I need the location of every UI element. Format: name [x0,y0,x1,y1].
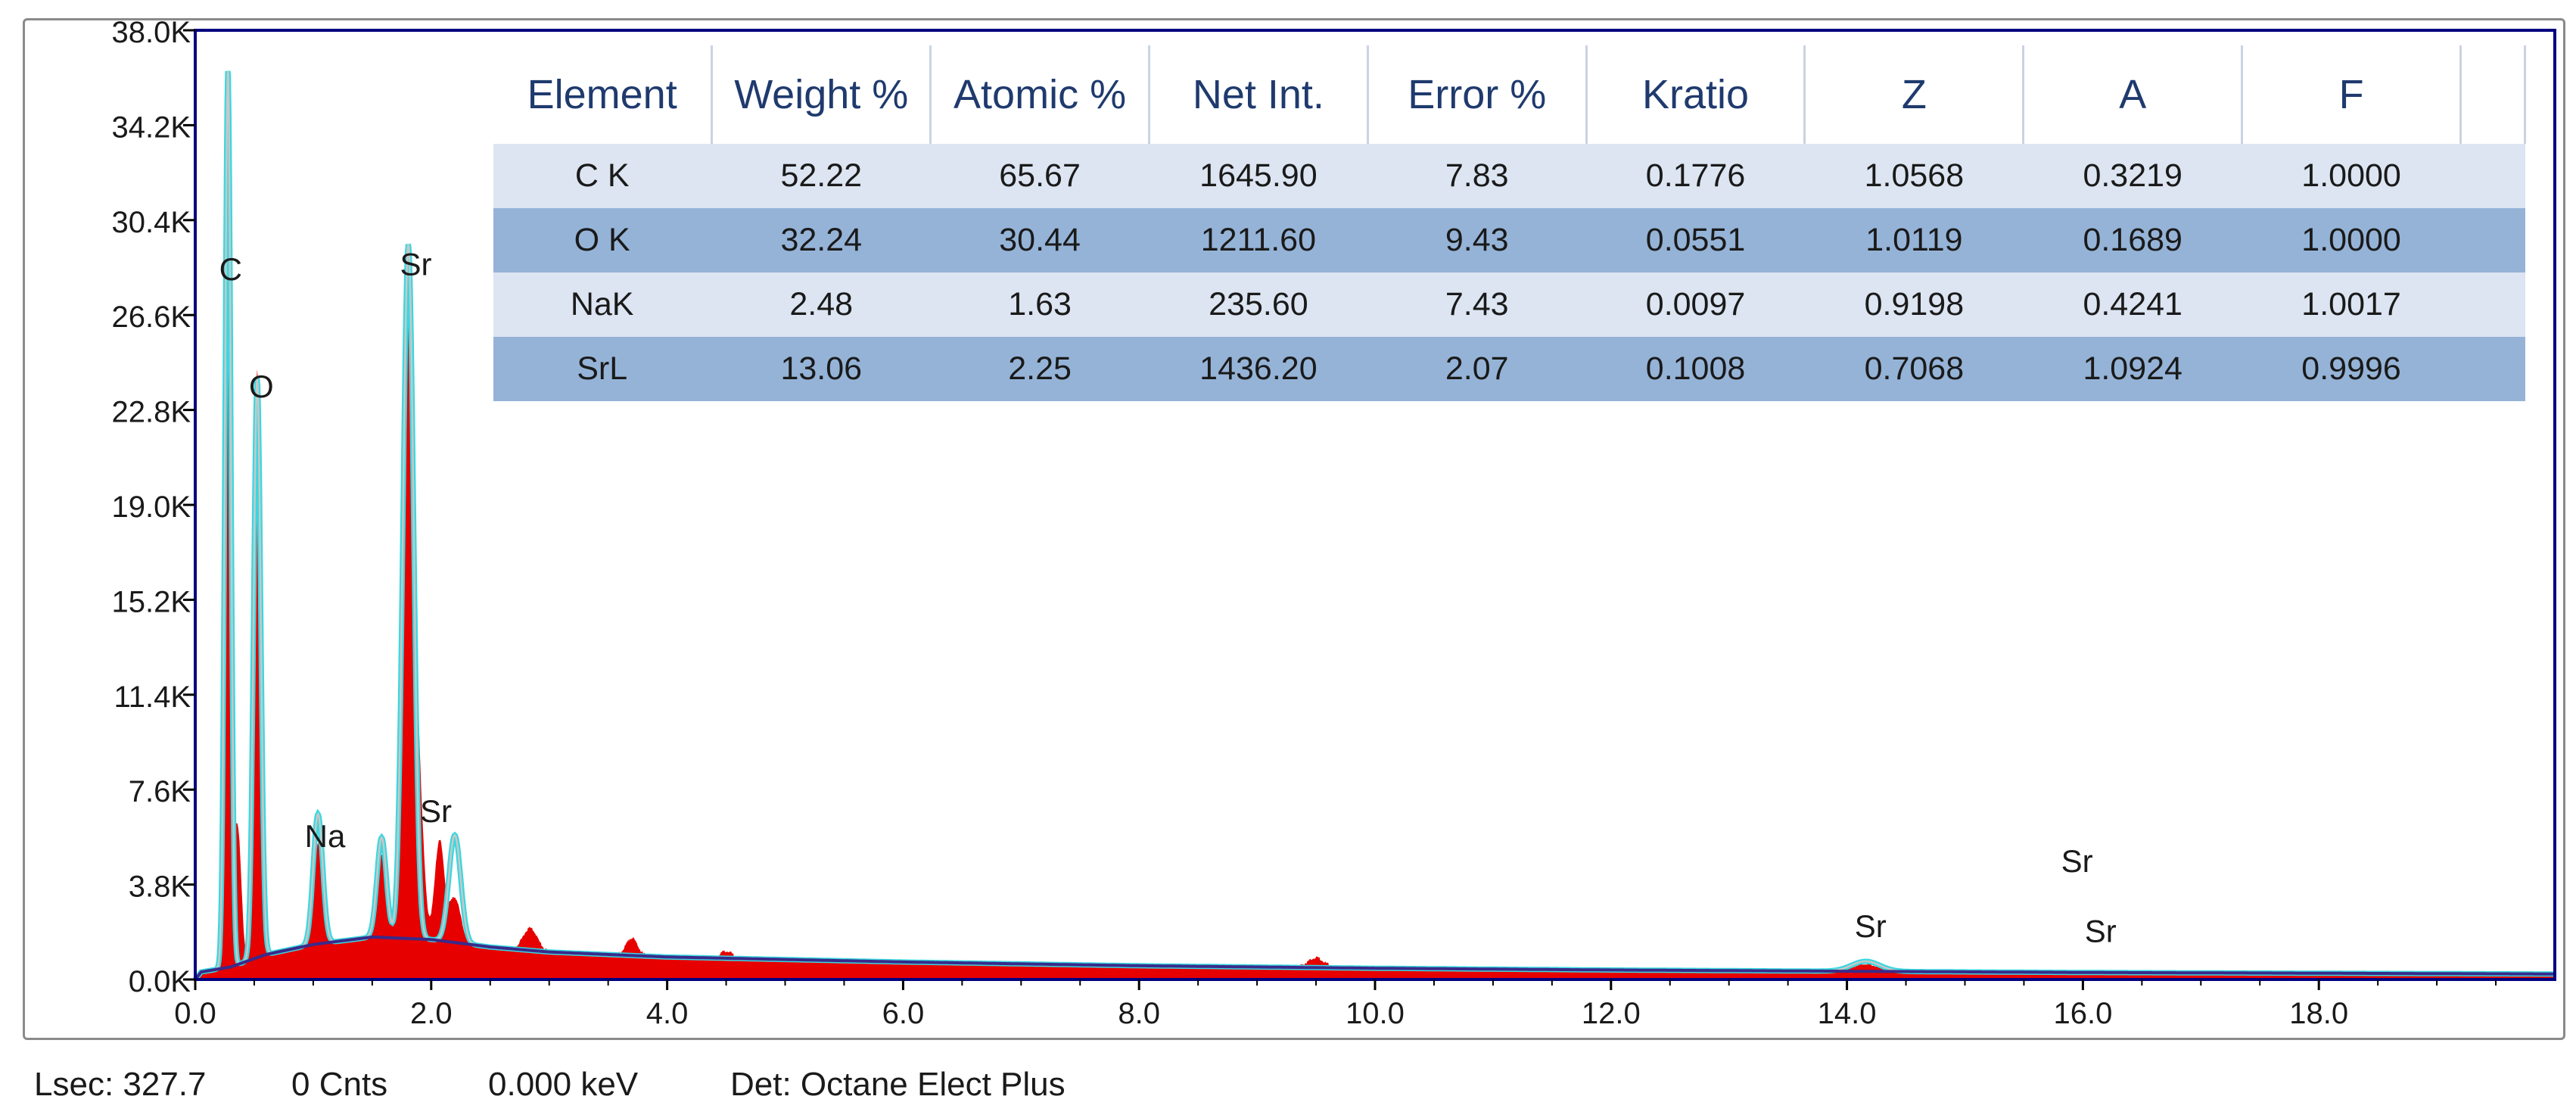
table-cell: NaK [493,272,712,337]
y-tick-label: 3.8K [129,870,191,904]
table-cell: 0.0097 [1586,272,1805,337]
table-cell-spacer [2460,208,2525,272]
table-cell: 7.83 [1367,144,1587,208]
table-cell: 2.25 [930,337,1150,401]
table-cell: 1.63 [930,272,1150,337]
y-tick-label: 11.4K [114,680,191,714]
table-cell: 1436.20 [1149,337,1368,401]
table-header-row: Element Weight % Atomic % Net Int. Error… [493,45,2526,144]
peak-label: Sr [400,246,432,282]
x-tick-label: 18.0 [2289,997,2348,1030]
y-tick-label: 34.2K [111,111,191,144]
peak-label: Sr [420,793,452,829]
col-header-kratio: Kratio [1586,45,1806,144]
table-cell: 0.9198 [1804,272,2024,337]
table-row: O K 32.24 30.44 1211.60 9.43 0.0551 1.01… [493,208,2525,272]
y-tick-label: 22.8K [111,396,191,429]
peak-label: Na [305,818,346,854]
table-cell-spacer [2460,337,2525,401]
y-tick-label: 30.4K [111,206,191,239]
x-tick-label: 6.0 [882,997,925,1030]
table-cell: 7.43 [1367,272,1587,337]
table-cell: 0.4241 [2023,272,2242,337]
detector-readout: Det: Octane Elect Plus [730,1066,1066,1103]
table-cell: 0.9996 [2242,337,2461,401]
table-cell: O K [493,208,712,272]
table-cell: 1.0924 [2023,337,2242,401]
table-cell: 1.0000 [2242,208,2461,272]
table-cell: 235.60 [1149,272,1368,337]
table-cell: 0.1776 [1586,144,1805,208]
live-seconds-readout: Lsec: 327.7 [34,1066,207,1103]
col-header-f: F [2242,45,2462,144]
table-cell: 1211.60 [1149,208,1368,272]
table-cell: SrL [493,337,712,401]
table-cell: 0.3219 [2023,144,2242,208]
peak-label: C [219,251,242,287]
col-header-a: A [2023,45,2244,144]
peak-label: Sr [1855,908,1887,944]
x-tick-label: 2.0 [410,997,453,1030]
col-header-weight: Weight % [711,45,932,144]
peak-label: Sr [2085,914,2117,949]
x-tick-label: 12.0 [1582,997,1641,1030]
counts-readout: 0 Cnts [291,1066,388,1103]
quantification-table: Element Weight % Atomic % Net Int. Error… [493,45,2526,401]
table-cell: 13.06 [711,337,931,401]
table-cell: 9.43 [1367,208,1587,272]
x-tick-label: 4.0 [646,997,689,1030]
table-cell: 2.07 [1367,337,1587,401]
table-row: C K 52.22 65.67 1645.90 7.83 0.1776 1.05… [493,144,2525,208]
table-cell: 1.0000 [2242,144,2461,208]
x-tick-label: 8.0 [1118,997,1160,1030]
table-cell-spacer [2460,144,2525,208]
table-cell: 1.0119 [1804,208,2024,272]
table-cell: 0.0551 [1586,208,1805,272]
x-tick-label: 16.0 [2053,997,2112,1030]
y-tick-label: 19.0K [111,490,191,524]
table-cell: 1645.90 [1149,144,1368,208]
peak-label: Sr [2061,843,2093,879]
col-header-atomic: Atomic % [930,45,1150,144]
table-cell: 1.0017 [2242,272,2461,337]
col-header-z: Z [1804,45,2025,144]
x-tick-label: 14.0 [1818,997,1877,1030]
x-tick-label: 0.0 [174,997,216,1030]
table-cell: 32.24 [711,208,931,272]
table-cell: 1.0568 [1804,144,2024,208]
background-line [194,935,2555,981]
y-tick-label: 0.0K [129,965,191,998]
table-cell: 2.48 [711,272,931,337]
y-tick-label: 15.2K [111,585,191,618]
y-tick-label: 38.0K [111,16,191,49]
col-header-spacer [2460,45,2526,144]
table-cell-spacer [2460,272,2525,337]
table-row: NaK 2.48 1.63 235.60 7.43 0.0097 0.9198 … [493,272,2525,337]
table-cell: 0.1689 [2023,208,2242,272]
table-cell: 65.67 [930,144,1150,208]
table-cell: 0.7068 [1804,337,2024,401]
col-header-element: Element [493,45,714,144]
col-header-net-int: Net Int. [1149,45,1369,144]
x-tick-label: 10.0 [1346,997,1405,1030]
col-header-error: Error % [1367,45,1588,144]
energy-readout: 0.000 keV [488,1066,639,1103]
table-cell: 0.1008 [1586,337,1805,401]
table-cell: 30.44 [930,208,1150,272]
table-cell: C K [493,144,712,208]
y-tick-label: 7.6K [129,775,191,808]
y-tick-label: 26.6K [111,301,191,334]
table-row: SrL 13.06 2.25 1436.20 2.07 0.1008 0.706… [493,337,2525,401]
table-cell: 52.22 [711,144,931,208]
peak-label: O [249,369,274,404]
